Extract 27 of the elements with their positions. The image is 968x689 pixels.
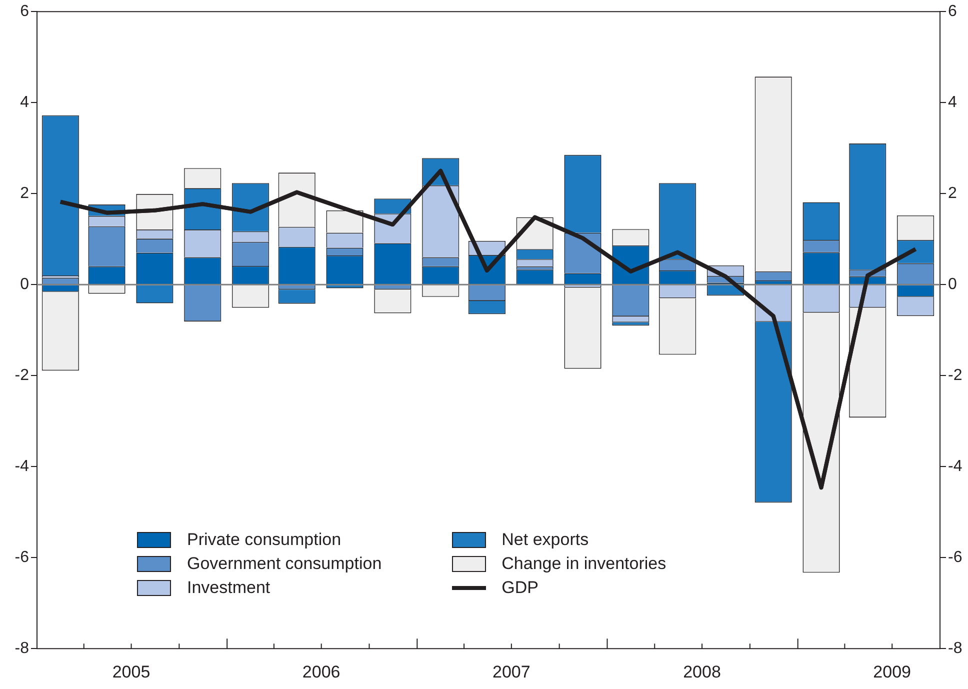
y2-tick-label: -8 (948, 640, 962, 658)
y2-tick-label: -2 (948, 367, 962, 384)
y2-tick-label: -4 (948, 458, 962, 476)
y-tick-label: -6 (14, 549, 30, 566)
x-tick-label: 2009 (873, 662, 912, 682)
legend-label: Change in inventories (502, 554, 666, 574)
x-tick-label: 2007 (492, 662, 530, 682)
y-tick-label: -8 (14, 640, 30, 658)
x-tick-label: 2006 (302, 662, 340, 682)
y2-tick-label: 4 (948, 94, 957, 112)
legend-label: Private consumption (187, 530, 342, 550)
legend-label: Investment (187, 578, 270, 598)
y-tick-label: 6 (20, 3, 30, 20)
legend-label: Government consumption (187, 554, 382, 574)
y2-tick-label: 2 (948, 185, 957, 202)
legend-label: Net exports (502, 530, 589, 550)
y-tick-label: 0 (20, 276, 30, 294)
x-tick-label: 2005 (112, 662, 150, 682)
y2-tick-label: 6 (948, 3, 957, 20)
x-tick-label: 2008 (683, 662, 721, 682)
legend-label: GDP (502, 578, 538, 598)
y2-tick-label: 0 (948, 276, 957, 294)
y2-tick-label: -6 (948, 549, 962, 566)
y-tick-label: 2 (20, 185, 30, 202)
y-tick-label: 4 (20, 94, 30, 112)
y-tick-label: -4 (14, 458, 30, 476)
y-tick-label: -2 (14, 367, 30, 384)
